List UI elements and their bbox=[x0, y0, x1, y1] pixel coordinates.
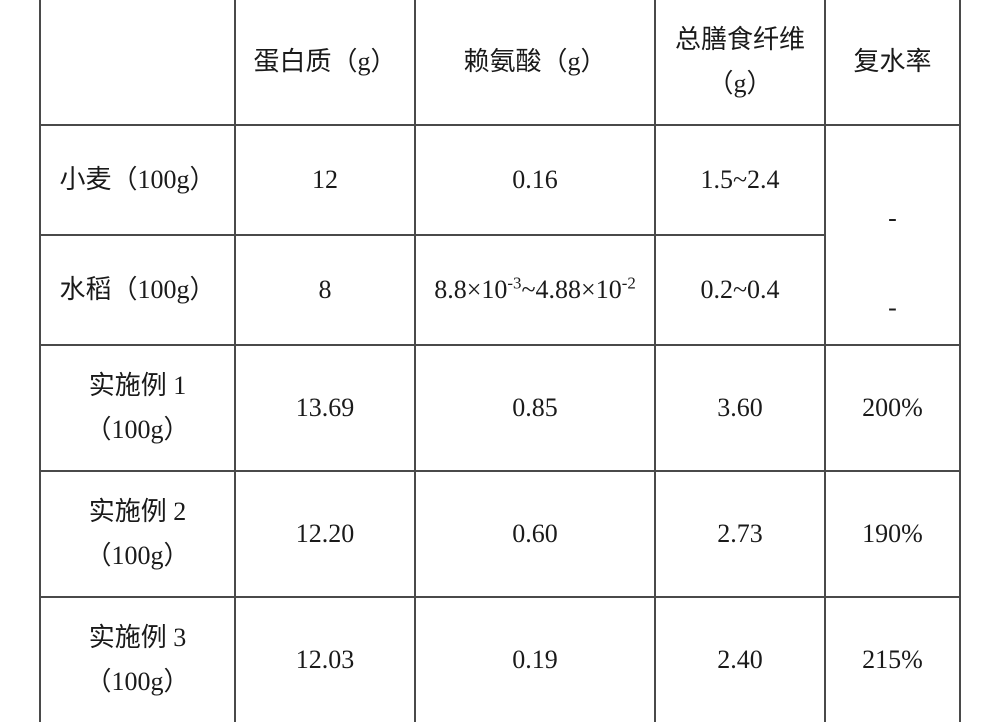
table-row: 实施例 3 （100g） 12.03 0.19 2.40 215% bbox=[40, 597, 960, 722]
cell-fiber: 2.40 bbox=[655, 597, 825, 722]
cell-fiber: 1.5~2.4 bbox=[655, 125, 825, 235]
cell-lysine: 0.16 bbox=[415, 125, 655, 235]
cell-rehydr: 215% bbox=[825, 597, 960, 722]
cell-protein: 12 bbox=[235, 125, 415, 235]
cell-sample-line2: （100g） bbox=[85, 541, 189, 570]
header-fiber: 总膳食纤维 （g） bbox=[655, 0, 825, 125]
cell-fiber: 0.2~0.4 bbox=[655, 235, 825, 345]
table-row: 实施例 2 （100g） 12.20 0.60 2.73 190% bbox=[40, 471, 960, 597]
cell-sample: 小麦（100g） bbox=[40, 125, 235, 235]
cell-protein: 12.20 bbox=[235, 471, 415, 597]
header-rehydr: 复水率 bbox=[825, 0, 960, 125]
cell-lysine: 0.60 bbox=[415, 471, 655, 597]
cell-rehydr: 200% bbox=[825, 345, 960, 471]
cell-fiber: 2.73 bbox=[655, 471, 825, 597]
cell-rehydr-merged: - - bbox=[825, 125, 960, 345]
cell-sample: 实施例 2 （100g） bbox=[40, 471, 235, 597]
table-row: 实施例 1 （100g） 13.69 0.85 3.60 200% bbox=[40, 345, 960, 471]
cell-protein: 8 bbox=[235, 235, 415, 345]
page-container: 蛋白质（g） 赖氨酸（g） 总膳食纤维 （g） 复水率 小麦（100g） 12 … bbox=[0, 0, 1000, 722]
header-fiber-line1: 总膳食纤维 bbox=[675, 25, 805, 54]
cell-sample: 水稻（100g） bbox=[40, 235, 235, 345]
table-row: 小麦（100g） 12 0.16 1.5~2.4 - - bbox=[40, 125, 960, 235]
cell-lysine: 0.19 bbox=[415, 597, 655, 722]
table-header-row: 蛋白质（g） 赖氨酸（g） 总膳食纤维 （g） 复水率 bbox=[40, 0, 960, 125]
cell-sample-line1: 实施例 1 bbox=[89, 371, 187, 400]
cell-lysine: 0.85 bbox=[415, 345, 655, 471]
table-row: 水稻（100g） 8 8.8×10-3~4.88×10-2 0.2~0.4 bbox=[40, 235, 960, 345]
cell-rehydr: 190% bbox=[825, 471, 960, 597]
header-sample-blank bbox=[40, 0, 235, 125]
cell-protein: 12.03 bbox=[235, 597, 415, 722]
header-protein: 蛋白质（g） bbox=[235, 0, 415, 125]
cell-sample-line2: （100g） bbox=[85, 667, 189, 696]
cell-sample-line1: 实施例 3 bbox=[89, 623, 187, 652]
cell-sample: 实施例 1 （100g） bbox=[40, 345, 235, 471]
nutrition-table: 蛋白质（g） 赖氨酸（g） 总膳食纤维 （g） 复水率 小麦（100g） 12 … bbox=[39, 0, 961, 722]
cell-sample-line2: （100g） bbox=[85, 415, 189, 444]
cell-sample: 实施例 3 （100g） bbox=[40, 597, 235, 722]
cell-sample-line1: 实施例 2 bbox=[89, 497, 187, 526]
cell-lysine: 8.8×10-3~4.88×10-2 bbox=[415, 235, 655, 345]
rehydr-dash-bottom: - bbox=[826, 283, 959, 332]
header-lysine: 赖氨酸（g） bbox=[415, 0, 655, 125]
cell-fiber: 3.60 bbox=[655, 345, 825, 471]
cell-protein: 13.69 bbox=[235, 345, 415, 471]
rehydr-dash-top: - bbox=[826, 193, 959, 242]
header-fiber-line2: （g） bbox=[707, 69, 772, 98]
